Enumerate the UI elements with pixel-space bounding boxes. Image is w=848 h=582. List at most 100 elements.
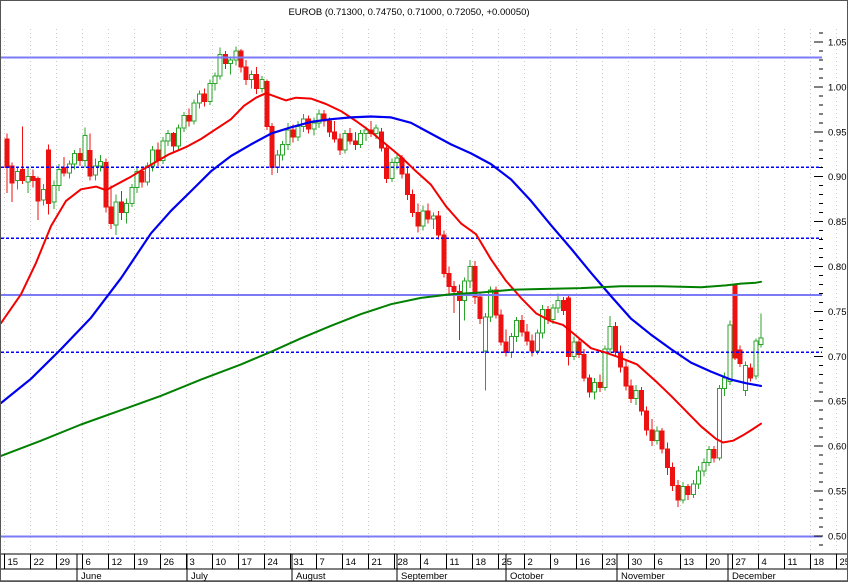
candle	[581, 354, 587, 379]
candle	[46, 149, 52, 205]
candle	[176, 127, 182, 147]
ma-fast-red[interactable]	[1, 92, 762, 444]
candle	[706, 449, 712, 463]
moving-averages[interactable]	[1, 92, 763, 457]
candle	[451, 285, 457, 293]
candle	[25, 176, 31, 183]
week-label: 6	[658, 557, 663, 568]
candle	[373, 127, 379, 135]
candle	[124, 203, 130, 214]
week-label: 18	[476, 557, 487, 568]
candle	[290, 129, 296, 138]
candle	[462, 280, 468, 302]
candle	[337, 138, 343, 151]
week-label: 16	[580, 557, 591, 568]
candle	[181, 115, 187, 129]
candle	[306, 118, 312, 130]
candle	[441, 234, 447, 275]
month-label: November	[621, 571, 665, 581]
candle	[285, 129, 291, 145]
candle	[758, 337, 764, 346]
candle	[659, 430, 665, 450]
candle	[446, 273, 452, 287]
ma-slow-green[interactable]	[1, 280, 762, 457]
candle	[150, 149, 156, 167]
week-label: 17	[242, 557, 253, 568]
candle	[404, 173, 410, 196]
week-label: 18	[814, 557, 825, 568]
candle	[540, 309, 546, 334]
candle	[623, 366, 629, 387]
week-label: 28	[398, 557, 409, 568]
candle	[555, 300, 561, 309]
candle	[186, 115, 192, 122]
candle	[113, 201, 119, 226]
candle	[139, 170, 145, 183]
chart-title: EUROB (0.71300, 0.74750, 0.71000, 0.7205…	[288, 7, 529, 18]
candle	[696, 470, 702, 485]
candle	[628, 385, 634, 400]
week-label: 14	[346, 557, 357, 568]
candle	[295, 125, 301, 138]
week-label: 27	[736, 557, 747, 568]
candle	[170, 133, 176, 147]
week-label: 12	[112, 557, 123, 568]
candle	[638, 389, 644, 412]
candle	[384, 147, 390, 179]
week-label: 3	[190, 557, 195, 568]
price-label: 1.00	[828, 82, 847, 93]
week-label: 11	[788, 557, 798, 568]
candle	[586, 377, 592, 393]
week-label: 30	[632, 557, 643, 568]
price-label: 0.85	[828, 217, 847, 228]
candle	[30, 176, 36, 181]
candle	[519, 319, 525, 333]
week-label: 13	[684, 557, 695, 568]
week-label: 10	[216, 557, 227, 568]
candle	[701, 461, 707, 472]
candle	[61, 167, 67, 174]
candle	[9, 165, 15, 184]
candle	[508, 336, 514, 354]
week-label: 4	[762, 557, 767, 568]
candle	[280, 143, 286, 156]
candle	[342, 133, 348, 151]
candle	[202, 93, 208, 102]
candle	[742, 364, 748, 391]
ma-mid-blue[interactable]	[1, 115, 763, 405]
candles-layer[interactable]	[4, 46, 764, 508]
candle	[56, 169, 62, 187]
horizontal-levels[interactable]	[1, 56, 822, 538]
candle	[394, 157, 400, 163]
candle	[410, 194, 416, 214]
candle	[685, 486, 691, 496]
candle	[633, 389, 639, 400]
candle	[467, 266, 473, 282]
candle	[503, 341, 509, 354]
vertical-gridlines	[4, 29, 837, 554]
week-label: 7	[320, 557, 325, 568]
candle	[217, 54, 223, 77]
candle	[649, 429, 655, 442]
candle	[352, 140, 358, 145]
candle	[326, 120, 332, 133]
month-label: September	[401, 571, 447, 581]
candle	[66, 163, 72, 174]
candle	[664, 448, 670, 469]
candle	[748, 367, 754, 379]
price-label: 0.65	[828, 397, 847, 408]
candle	[529, 340, 535, 352]
candle	[420, 210, 426, 227]
candle	[602, 348, 608, 389]
candle	[524, 331, 530, 342]
week-label: 9	[554, 557, 559, 568]
candle	[690, 483, 696, 496]
candle	[753, 340, 759, 377]
candle	[51, 185, 57, 203]
week-label: 2	[528, 557, 533, 568]
month-label: June	[81, 571, 102, 581]
candle	[571, 341, 577, 357]
month-label: August	[296, 571, 326, 581]
week-label: 21	[372, 557, 383, 568]
